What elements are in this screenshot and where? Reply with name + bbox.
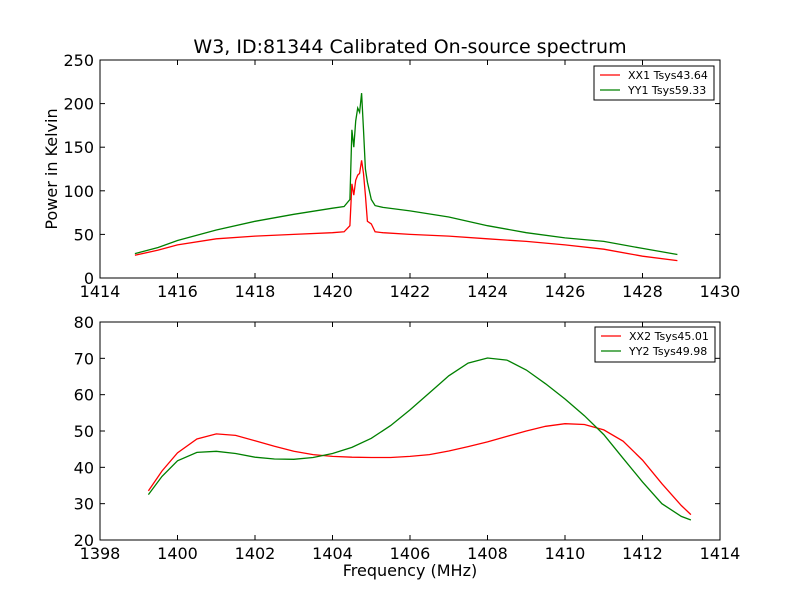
legend-box	[593, 65, 715, 101]
x-axis-label: Frequency (MHz)	[343, 561, 477, 580]
x-tick-label: 1400	[157, 544, 198, 563]
y-tick-label: 200	[63, 95, 94, 114]
x-tick-label: 1398	[80, 544, 121, 563]
y-tick-label: 250	[63, 51, 94, 70]
x-tick-label: 1416	[157, 282, 198, 301]
x-tick-label: 1406	[390, 544, 431, 563]
y-axis-label: Power in Kelvin	[42, 108, 61, 229]
x-tick-label: 1426	[545, 282, 586, 301]
series-line-1	[147, 423, 692, 516]
y-tick-label: 30	[74, 495, 94, 514]
x-tick-label: 1430	[700, 282, 741, 301]
x-tick-label: 1418	[235, 282, 276, 301]
x-tick-label: 1402	[235, 544, 276, 563]
y-tick-label: 50	[74, 422, 94, 441]
legend-entry: YY1 Tsys59.33	[627, 84, 706, 97]
legend: XX2 Tsys45.01 YY2 Tsys49.98	[594, 326, 716, 363]
y-tick-label: 0	[84, 269, 94, 288]
legend-box	[594, 326, 716, 363]
x-tick-label: 1404	[312, 544, 353, 563]
legend: XX1 Tsys43.64 YY1 Tsys59.33	[593, 65, 715, 101]
x-tick-label: 1412	[622, 544, 663, 563]
legend-entry: XX2 Tsys45.01	[629, 330, 709, 343]
series-line-1	[134, 160, 678, 262]
x-tick-label: 1424	[467, 282, 508, 301]
y-tick-label: 150	[63, 138, 94, 157]
x-tick-label: 1414	[700, 544, 741, 563]
x-tick-label: 1420	[312, 282, 353, 301]
x-tick-label: 1408	[467, 544, 508, 563]
y-tick-label: 40	[74, 458, 94, 477]
legend-entry: YY2 Tsys49.98	[628, 345, 707, 358]
x-tick-label: 1422	[390, 282, 431, 301]
x-tick-label: 1410	[545, 544, 586, 563]
y-tick-label: 100	[63, 182, 94, 201]
chart-title: W3, ID:81344 Calibrated On-source spectr…	[193, 36, 626, 58]
series-line-2	[134, 93, 678, 256]
legend-entry: XX1 Tsys43.64	[628, 69, 708, 82]
y-tick-label: 60	[74, 386, 94, 405]
top-panel: 1414 1416 1418 1420 1422 1424 1426 1428 1430 0 50 1…	[42, 51, 740, 301]
y-tick-label: 80	[74, 313, 94, 332]
x-tick-label: 1414	[80, 282, 121, 301]
series-line-2	[147, 357, 692, 521]
bottom-panel: 1398 1400 1402 1404 1406 1408 1410 1412 1414 20 30…	[74, 313, 741, 580]
y-tick-label: 20	[74, 531, 94, 550]
y-tick-label: 50	[74, 225, 94, 244]
x-tick-label: 1428	[622, 282, 663, 301]
y-tick-label: 70	[74, 349, 94, 368]
